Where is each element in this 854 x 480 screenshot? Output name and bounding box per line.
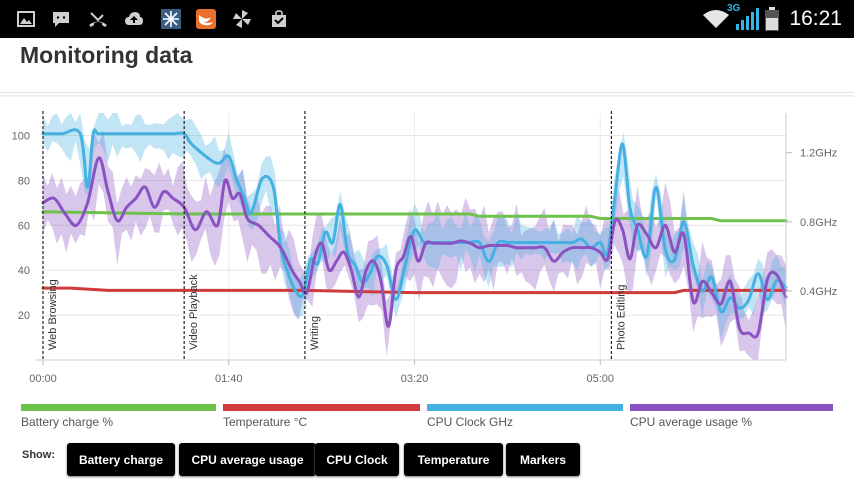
- y-left-tick-label: 40: [18, 265, 30, 277]
- y-left-tick-label: 60: [18, 220, 30, 232]
- legend-label: Battery charge %: [21, 415, 114, 429]
- chart-markers: Web Browsing Video Playback Writing Photo E…: [42, 111, 627, 360]
- snowflake-icon: [161, 9, 181, 29]
- toggle-temperature-button[interactable]: Temperature: [404, 443, 503, 476]
- cpu-clock-variance-band: [43, 113, 786, 340]
- legend-item-cpu-usage: CPU average usage %: [630, 404, 833, 434]
- legend-swatch: [223, 404, 420, 411]
- series-toggle-row: Show: Battery charge CPU average usage C…: [0, 442, 854, 480]
- status-bar: 3G 16:21: [0, 0, 854, 38]
- x-tick-label: 00:00: [29, 373, 57, 385]
- toggle-cpu-clock-button[interactable]: CPU Clock: [315, 443, 399, 476]
- monitoring-chart: Web Browsing Video Playback Writing Photo E…: [0, 95, 854, 385]
- legend-swatch: [630, 404, 833, 411]
- battery-icon: [765, 7, 780, 31]
- toggle-cpu-usage-button[interactable]: CPU average usage: [179, 443, 316, 476]
- legend-label: CPU average usage %: [630, 415, 753, 429]
- y-left-tick-label: 20: [18, 310, 30, 322]
- marker-label: Writing: [309, 316, 321, 350]
- chart-series: [41, 128, 788, 339]
- y-left-tick-label: 100: [12, 130, 30, 142]
- marker-label: Web Browsing: [47, 279, 59, 350]
- cloud-upload-icon: [124, 9, 144, 29]
- toggle-battery-charge-button[interactable]: Battery charge: [67, 443, 175, 476]
- chat-icon: [51, 9, 71, 29]
- title-area: Monitoring data: [0, 38, 854, 93]
- x-tick-label: 05:00: [586, 373, 614, 385]
- signal-icon: [735, 8, 760, 30]
- legend-swatch: [21, 404, 216, 411]
- y-right-tick-label: 1.2GHz: [800, 148, 837, 160]
- x-tick-label: 01:40: [215, 373, 243, 385]
- toggle-markers-button[interactable]: Markers: [506, 443, 580, 476]
- wifi-icon: [703, 9, 730, 29]
- legend-item-cpu-clock: CPU Clock GHz: [427, 404, 623, 434]
- legend-swatch: [427, 404, 623, 411]
- network-type-label: 3G: [727, 3, 741, 14]
- x-tick-label: 03:20: [401, 373, 429, 385]
- y-right-tick-label: 0.8GHz: [800, 217, 837, 229]
- battery-charge-line: [41, 210, 788, 223]
- show-label: Show:: [22, 449, 55, 461]
- cpu-usage-line: [41, 156, 788, 339]
- shopping-bag-icon: [269, 9, 289, 29]
- page-title: Monitoring data: [20, 42, 193, 68]
- chart-axes: 20 40 60 80 100 00:00 01:40 03:20 05:00 0.4GHz 0.8…: [12, 113, 837, 385]
- legend-label: CPU Clock GHz: [427, 415, 514, 429]
- pinwheel-icon: [232, 9, 252, 29]
- clock-time: 16:21: [789, 7, 842, 30]
- y-right-tick-label: 0.4GHz: [800, 286, 837, 298]
- marker-label: Video Playback: [188, 274, 200, 350]
- legend-item-temperature: Temperature °C: [223, 404, 420, 434]
- y-left-tick-label: 80: [18, 175, 30, 187]
- missed-call-icon: [88, 9, 108, 29]
- marker-label: Photo Editing: [615, 285, 627, 350]
- legend-label: Temperature °C: [223, 415, 308, 429]
- legend-item-battery: Battery charge %: [21, 404, 216, 434]
- swift-icon: [196, 9, 216, 29]
- gallery-icon: [16, 9, 36, 29]
